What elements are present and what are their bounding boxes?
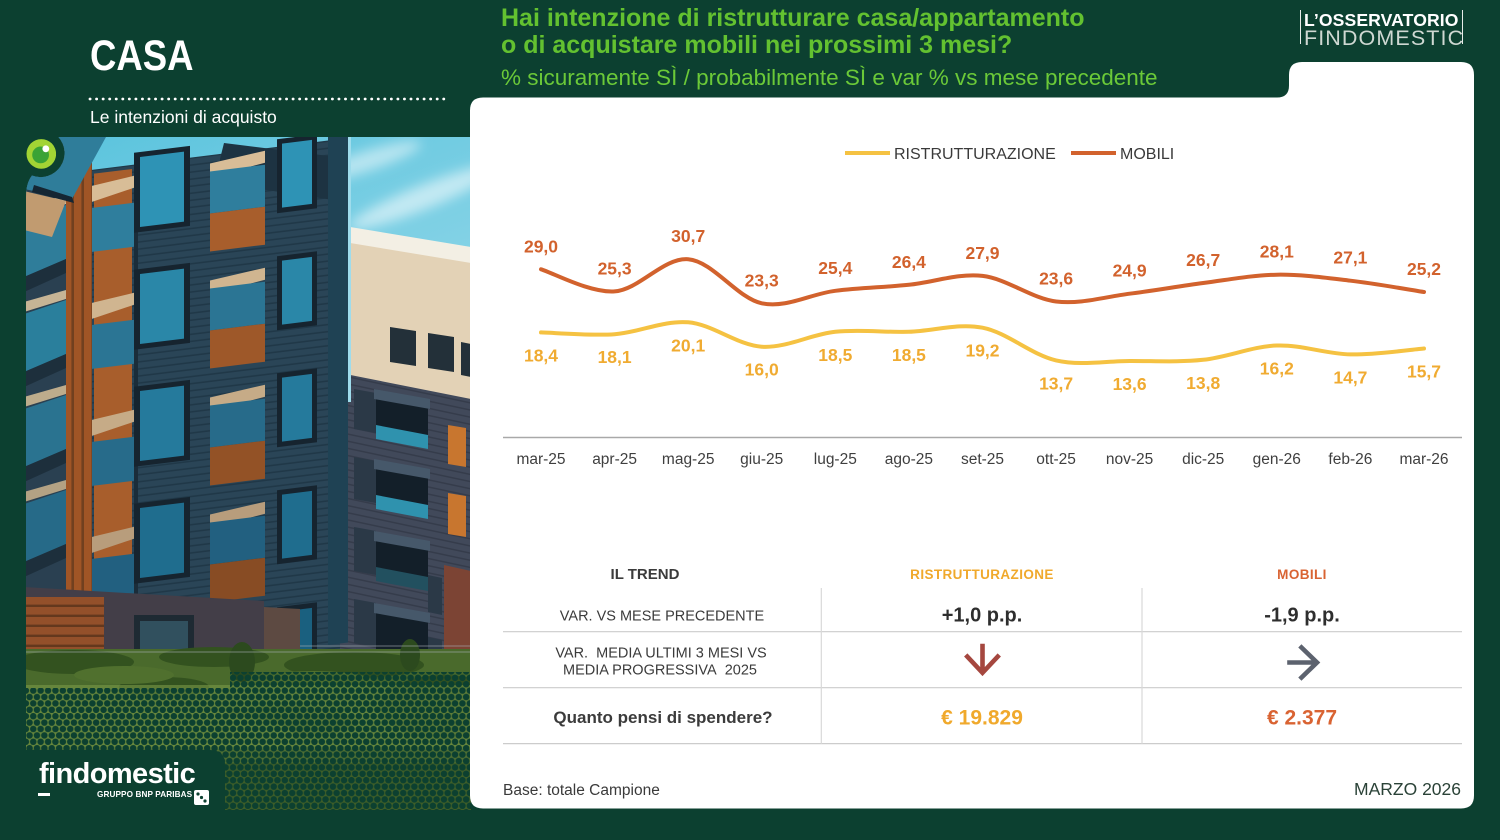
svg-text:13,6: 13,6 — [1113, 374, 1147, 394]
svg-text:MOBILI: MOBILI — [1277, 567, 1327, 582]
svg-text:28,1: 28,1 — [1260, 242, 1294, 262]
svg-text:18,5: 18,5 — [818, 345, 852, 365]
svg-text:Base: totale Campione: Base: totale Campione — [503, 782, 660, 799]
svg-text:RISTRUTTURAZIONE: RISTRUTTURAZIONE — [894, 146, 1056, 163]
svg-text:RISTRUTTURAZIONE: RISTRUTTURAZIONE — [910, 567, 1054, 582]
svg-text:19,2: 19,2 — [965, 341, 999, 361]
svg-text:€ 2.377: € 2.377 — [1267, 707, 1337, 730]
svg-text:18,4: 18,4 — [524, 345, 558, 365]
svg-text:24,9: 24,9 — [1113, 261, 1147, 281]
svg-text:20,1: 20,1 — [671, 335, 705, 355]
svg-text:VAR. VS MESE PRECEDENTE: VAR. VS MESE PRECEDENTE — [560, 609, 765, 625]
svg-text:MOBILI: MOBILI — [1120, 146, 1174, 163]
svg-text:+1,0 p.p.: +1,0 p.p. — [942, 605, 1023, 627]
svg-text:ott-25: ott-25 — [1036, 451, 1076, 468]
svg-text:mag-25: mag-25 — [662, 451, 715, 468]
svg-text:VAR. MEDIA ULTIMI 3 MESI VS: VAR. MEDIA ULTIMI 3 MESI VS — [555, 646, 766, 662]
svg-text:18,1: 18,1 — [598, 347, 632, 367]
svg-text:dic-25: dic-25 — [1182, 451, 1224, 468]
svg-text:giu-25: giu-25 — [740, 451, 783, 468]
svg-text:ago-25: ago-25 — [885, 451, 933, 468]
svg-text:apr-25: apr-25 — [592, 451, 637, 468]
svg-text:23,6: 23,6 — [1039, 269, 1073, 289]
svg-text:€ 19.829: € 19.829 — [941, 707, 1023, 730]
svg-text:feb-26: feb-26 — [1328, 451, 1372, 468]
svg-text:Quanto pensi di spendere?: Quanto pensi di spendere? — [553, 708, 772, 727]
svg-text:set-25: set-25 — [961, 451, 1004, 468]
svg-text:16,0: 16,0 — [745, 360, 779, 380]
svg-text:lug-25: lug-25 — [814, 451, 857, 468]
svg-text:16,2: 16,2 — [1260, 359, 1294, 379]
svg-text:MARZO 2026: MARZO 2026 — [1354, 779, 1461, 799]
svg-text:-1,9 p.p.: -1,9 p.p. — [1264, 605, 1340, 627]
svg-text:14,7: 14,7 — [1333, 367, 1367, 387]
svg-text:25,4: 25,4 — [818, 258, 852, 278]
svg-text:23,3: 23,3 — [745, 270, 779, 290]
svg-text:25,2: 25,2 — [1407, 259, 1441, 279]
svg-text:15,7: 15,7 — [1407, 362, 1441, 382]
svg-text:mar-26: mar-26 — [1399, 451, 1448, 468]
svg-text:26,4: 26,4 — [892, 252, 926, 272]
svg-text:26,7: 26,7 — [1186, 250, 1220, 270]
svg-text:13,8: 13,8 — [1186, 373, 1220, 393]
svg-text:27,1: 27,1 — [1333, 248, 1367, 268]
svg-text:mar-25: mar-25 — [516, 451, 565, 468]
svg-text:nov-25: nov-25 — [1106, 451, 1153, 468]
svg-text:25,3: 25,3 — [598, 258, 632, 278]
svg-text:30,7: 30,7 — [671, 226, 705, 246]
svg-text:gen-26: gen-26 — [1253, 451, 1301, 468]
svg-text:18,5: 18,5 — [892, 345, 926, 365]
svg-text:29,0: 29,0 — [524, 236, 558, 256]
svg-text:IL TREND: IL TREND — [611, 566, 680, 583]
svg-text:MEDIA PROGRESSIVA 2025: MEDIA PROGRESSIVA 2025 — [563, 663, 757, 679]
svg-text:27,9: 27,9 — [965, 243, 999, 263]
svg-text:13,7: 13,7 — [1039, 373, 1073, 393]
